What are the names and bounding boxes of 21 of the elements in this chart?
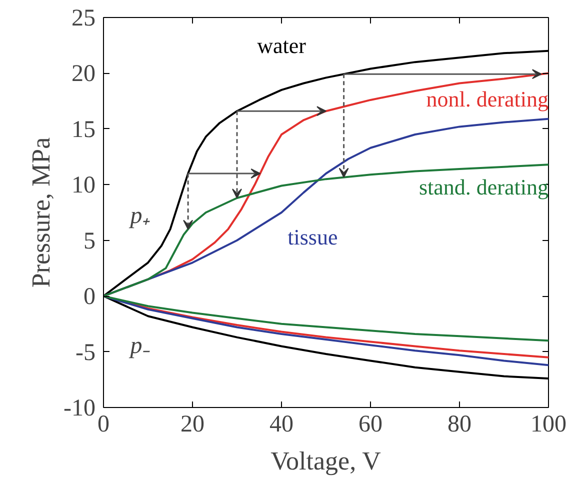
y-tick-label: 15 — [72, 116, 96, 143]
x-tick-label: 40 — [270, 412, 294, 438]
y-tick-label: 25 — [72, 6, 96, 32]
annotation: p₊ — [128, 202, 150, 229]
y-tick-label: 0 — [84, 284, 96, 310]
y-tick-label: -5 — [76, 340, 96, 366]
series-label: nonl. derating — [426, 86, 549, 112]
series-label: tissue — [288, 224, 338, 250]
x-axis-title: Voltage, V — [270, 446, 382, 476]
y-tick-label: 10 — [72, 172, 96, 199]
x-tick-label: 80 — [448, 412, 472, 438]
y-tick-label: 5 — [84, 228, 96, 254]
annotation: p₋ — [128, 333, 150, 360]
legend-label: water — [257, 32, 307, 58]
y-tick-label: 20 — [72, 61, 96, 88]
y-tick-label: -10 — [64, 396, 96, 422]
x-tick-label: 20 — [180, 412, 204, 438]
y-axis-title: Pressure, MPa — [26, 136, 56, 288]
x-tick-label: 60 — [358, 412, 382, 438]
x-tick-label: 100 — [530, 412, 566, 438]
series-label: stand. derating — [418, 174, 549, 200]
